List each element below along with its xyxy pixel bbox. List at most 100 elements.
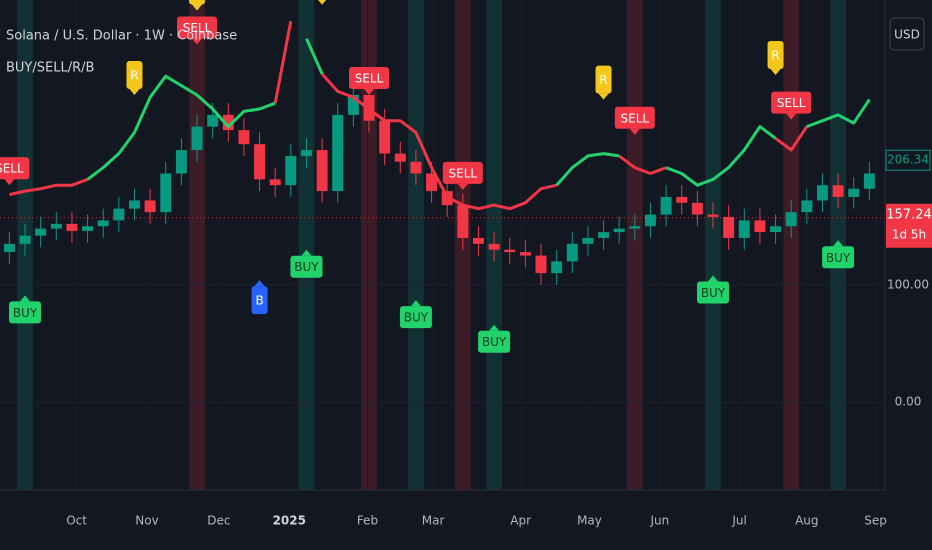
candle-body bbox=[426, 173, 438, 192]
signal-box bbox=[614, 106, 655, 129]
candle-body bbox=[175, 150, 187, 174]
candle-body bbox=[128, 200, 140, 209]
signal-box bbox=[771, 91, 812, 114]
candle-body bbox=[19, 235, 31, 244]
countdown: 1d 5h bbox=[892, 227, 926, 241]
signal-marker: SELL bbox=[442, 161, 483, 190]
candle-body bbox=[332, 114, 344, 192]
signal-box bbox=[442, 161, 483, 184]
signal-band bbox=[408, 0, 424, 490]
candle-body bbox=[35, 228, 47, 236]
candle-body bbox=[269, 179, 281, 186]
currency[interactable]: USD bbox=[894, 28, 920, 42]
signal-box bbox=[177, 16, 218, 39]
signal-label: SELL bbox=[355, 71, 384, 85]
signal-box bbox=[478, 330, 511, 353]
signal-marker: B bbox=[251, 280, 268, 315]
candle-body bbox=[504, 249, 516, 253]
x-tick-label: Apr bbox=[510, 514, 531, 528]
candle-body bbox=[300, 150, 312, 156]
candle-body bbox=[66, 223, 78, 231]
signal-label: BUY bbox=[482, 335, 507, 349]
candle-body bbox=[770, 226, 782, 233]
candle-body bbox=[863, 173, 875, 189]
signal-box bbox=[290, 255, 323, 278]
candle-body bbox=[160, 173, 172, 213]
currency-button[interactable] bbox=[889, 17, 925, 51]
signal-band bbox=[705, 0, 721, 490]
candle-body bbox=[551, 261, 563, 274]
signal-band bbox=[189, 0, 205, 490]
x-tick-label: 2025 bbox=[273, 514, 306, 528]
candle-body bbox=[316, 150, 328, 192]
signal-pointer bbox=[254, 280, 265, 287]
signal-marker: SELL bbox=[349, 66, 390, 95]
signal-pointer bbox=[786, 113, 797, 120]
candle-body bbox=[347, 94, 359, 115]
candle-body bbox=[472, 237, 484, 244]
candle-body bbox=[816, 185, 828, 201]
signal-label: R bbox=[771, 49, 779, 63]
candle-body bbox=[238, 130, 250, 145]
candle-body bbox=[723, 216, 735, 238]
candle-body bbox=[660, 196, 672, 215]
last-price-box bbox=[885, 149, 931, 171]
candle-body bbox=[848, 188, 860, 197]
x-tick-label: Jun bbox=[649, 514, 669, 528]
candle-body bbox=[457, 205, 469, 238]
signal-pointer bbox=[489, 324, 500, 331]
signal-pointer bbox=[629, 128, 640, 135]
chart-title: Solana / U.S. Dollar · 1W · Coinbase bbox=[6, 29, 237, 44]
signal-marker: R bbox=[595, 65, 612, 100]
signal-box bbox=[697, 281, 730, 304]
signal-pointer bbox=[410, 300, 421, 307]
x-tick-label: Mar bbox=[422, 514, 445, 528]
signal-marker: R bbox=[126, 60, 143, 95]
candle-body bbox=[488, 243, 500, 250]
signal-box bbox=[595, 65, 612, 94]
signal-box bbox=[767, 41, 784, 70]
price-box bbox=[886, 203, 932, 248]
signal-label: B bbox=[255, 294, 263, 308]
candle-body bbox=[394, 153, 406, 162]
signal-box bbox=[349, 66, 390, 89]
candle-body bbox=[379, 120, 391, 154]
signal-marker: R bbox=[189, 0, 206, 11]
signal-marker: SELL bbox=[771, 91, 812, 120]
candle-body bbox=[707, 214, 719, 217]
signal-marker: BUY bbox=[290, 249, 323, 278]
candle-body bbox=[144, 200, 156, 213]
candle-body bbox=[582, 237, 594, 244]
signal-marker: R bbox=[767, 41, 784, 76]
x-tick-label: Feb bbox=[357, 514, 378, 528]
y-tick-label: 0.00 bbox=[895, 395, 922, 409]
signal-box bbox=[399, 306, 432, 329]
signal-marker: BUY bbox=[478, 324, 511, 353]
x-tick-label: Dec bbox=[207, 514, 230, 528]
signal-label: SELL bbox=[777, 96, 806, 110]
price-label: 157.24 bbox=[886, 207, 932, 222]
signal-pointer bbox=[318, 0, 327, 5]
signal-box bbox=[189, 0, 206, 5]
x-tick-label: May bbox=[577, 514, 602, 528]
signal-box bbox=[251, 286, 268, 315]
x-tick-label: Aug bbox=[795, 514, 818, 528]
candle-body bbox=[207, 114, 219, 127]
candle-body bbox=[285, 155, 297, 186]
x-tick-label: Oct bbox=[66, 514, 87, 528]
candle-body bbox=[598, 232, 610, 238]
signal-label: SELL bbox=[183, 21, 212, 35]
signal-band bbox=[298, 0, 315, 490]
candle-body bbox=[738, 220, 750, 238]
candle-body bbox=[97, 220, 109, 227]
candle-body bbox=[785, 212, 797, 227]
last-price-label: 206.34 bbox=[887, 153, 929, 167]
candle-body bbox=[50, 223, 62, 229]
trend-line bbox=[86, 38, 871, 187]
candle-body bbox=[754, 220, 766, 233]
signal-box bbox=[822, 246, 855, 269]
indicator-name: BUY/SELL/R/B bbox=[6, 61, 94, 76]
signal-label: R bbox=[599, 73, 607, 87]
signal-label: BUY bbox=[701, 286, 726, 300]
